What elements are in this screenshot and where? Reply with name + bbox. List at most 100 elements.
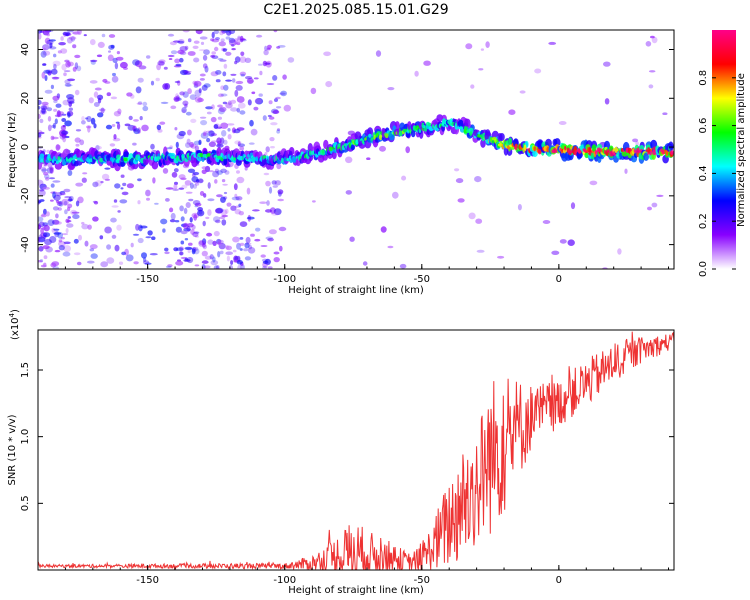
- x-tick-label: -150: [136, 575, 159, 586]
- spectrogram-speckle: [345, 156, 353, 164]
- x-tick-label: -100: [273, 274, 296, 285]
- spectrogram-speckle: [237, 35, 241, 40]
- spectrogram-speckle: [184, 180, 192, 186]
- spectrogram-speckle: [67, 78, 76, 82]
- spectrogram-speckle: [65, 84, 73, 87]
- spectrogram-speckle: [150, 143, 155, 150]
- x-tick-label: 0: [556, 274, 562, 285]
- spectrogram-speckle: [280, 90, 287, 97]
- spectrogram-speckle: [201, 242, 206, 248]
- spectrogram-speckle: [217, 107, 225, 115]
- spectrogram-ridge-cell: [583, 148, 586, 153]
- spectrogram-speckle: [185, 111, 192, 116]
- spectrogram-speckle: [222, 30, 230, 33]
- spectrogram-speckle: [41, 101, 49, 106]
- spectrogram-speckle: [225, 102, 233, 109]
- spectrogram-speckle: [48, 177, 56, 180]
- colorbar: 0.0 0.2 0.4 0.6 0.8 Normalized spectral ampl…: [698, 30, 747, 277]
- spectrogram-speckle: [92, 181, 99, 188]
- spectrogram-speckle: [240, 51, 245, 57]
- spectrogram-speckle: [171, 171, 178, 178]
- spectrogram-speckle: [48, 39, 56, 42]
- spectrogram-speckle: [542, 220, 551, 224]
- spectrogram-speckle: [83, 34, 87, 37]
- spectrogram-speckle: [174, 58, 181, 64]
- spectrogram-speckle: [485, 41, 490, 48]
- spectrogram-speckle: [651, 202, 658, 208]
- spectrogram-speckle: [239, 146, 245, 151]
- spectrogram-speckle: [100, 107, 105, 114]
- spectrogram-speckle: [279, 245, 283, 252]
- spectrogram-speckle: [205, 106, 213, 110]
- spectrogram-speckle: [239, 71, 247, 77]
- spectrogram-speckle: [169, 207, 174, 213]
- spectrogram-speckle: [207, 198, 215, 202]
- spectrogram-speckle: [277, 198, 285, 202]
- spectrogram-speckle: [199, 78, 205, 81]
- spectrogram-speckle: [74, 89, 80, 96]
- spectrogram-speckle: [52, 219, 60, 225]
- spectrogram-speckle: [41, 166, 47, 174]
- spectrogram-speckle: [187, 249, 191, 254]
- spectrogram-speckle: [457, 198, 465, 203]
- spectrogram-speckle: [201, 169, 207, 175]
- spectrogram-speckle: [215, 70, 222, 75]
- spectrogram-speckle: [233, 129, 241, 134]
- spectrogram-speckle: [141, 124, 149, 132]
- spectrogram-speckle: [234, 193, 238, 198]
- spectrogram-speckle: [130, 94, 135, 99]
- spectrogram-speckle: [233, 183, 238, 191]
- spectrogram-speckle: [189, 141, 194, 148]
- spectrogram-speckle: [218, 106, 227, 112]
- spectrogram-speckle: [236, 42, 241, 46]
- spectrogram-ridge-cell: [54, 162, 63, 170]
- spectrogram-speckle: [349, 236, 355, 242]
- spectrogram-speckle: [61, 198, 69, 206]
- snr-multiplier-label: (x104): [8, 309, 21, 340]
- spectrogram-speckle: [169, 145, 173, 149]
- spectrogram-ridge-cell: [537, 148, 542, 155]
- spectrogram-speckle: [199, 73, 206, 77]
- spectrogram-speckle: [89, 80, 98, 84]
- spectrogram-speckle: [250, 233, 255, 237]
- spectrogram-speckle: [174, 80, 181, 84]
- spectrogram-speckle: [186, 138, 191, 145]
- spectrogram-speckle: [40, 214, 47, 218]
- spectrogram-speckle: [139, 116, 143, 121]
- spectrogram-speckle: [38, 129, 43, 134]
- spectrogram-speckle: [184, 257, 188, 261]
- colorbar-tick-label: 0.0: [698, 261, 709, 277]
- spectrogram-speckle: [275, 96, 281, 100]
- spectrogram-speckle: [235, 196, 243, 201]
- spectrogram-speckle: [650, 35, 655, 39]
- spectrogram-speckle: [133, 119, 139, 122]
- spectrogram-speckle: [201, 166, 208, 170]
- spectrogram-speckle: [193, 180, 200, 184]
- spectrogram-speckle: [105, 124, 113, 130]
- spectrogram-speckle: [50, 135, 55, 141]
- spectrogram-speckle: [202, 63, 208, 69]
- spectrogram-speckle: [238, 203, 242, 207]
- spectrogram-speckle: [184, 72, 191, 75]
- spectrogram-ridge-cell: [343, 143, 347, 147]
- spectrogram-speckle: [221, 214, 229, 218]
- spectrogram-speckle: [64, 196, 71, 199]
- spectrogram-speckle: [455, 178, 464, 184]
- spectrogram-speckle: [239, 110, 246, 115]
- spectrogram-speckle: [470, 84, 475, 89]
- spectrogram-speckle: [68, 107, 74, 111]
- spectrogram-speckle: [216, 137, 222, 144]
- spectrogram-speckle: [206, 111, 212, 115]
- spectrogram-speckle: [220, 38, 225, 42]
- spectrogram-ridge-cell: [649, 150, 652, 156]
- spectrogram-speckle: [224, 170, 230, 175]
- spectrogram-speckle: [222, 101, 228, 105]
- spectrogram-speckle: [144, 262, 152, 265]
- spectrogram-speckle: [266, 44, 272, 49]
- spectrogram-speckle: [206, 232, 213, 237]
- spectrogram-speckle: [225, 79, 233, 82]
- spectrogram-speckle: [256, 34, 263, 38]
- spectrogram-speckle: [202, 132, 207, 136]
- spectrogram-speckle: [38, 216, 44, 222]
- spectrogram-speckle: [137, 178, 142, 182]
